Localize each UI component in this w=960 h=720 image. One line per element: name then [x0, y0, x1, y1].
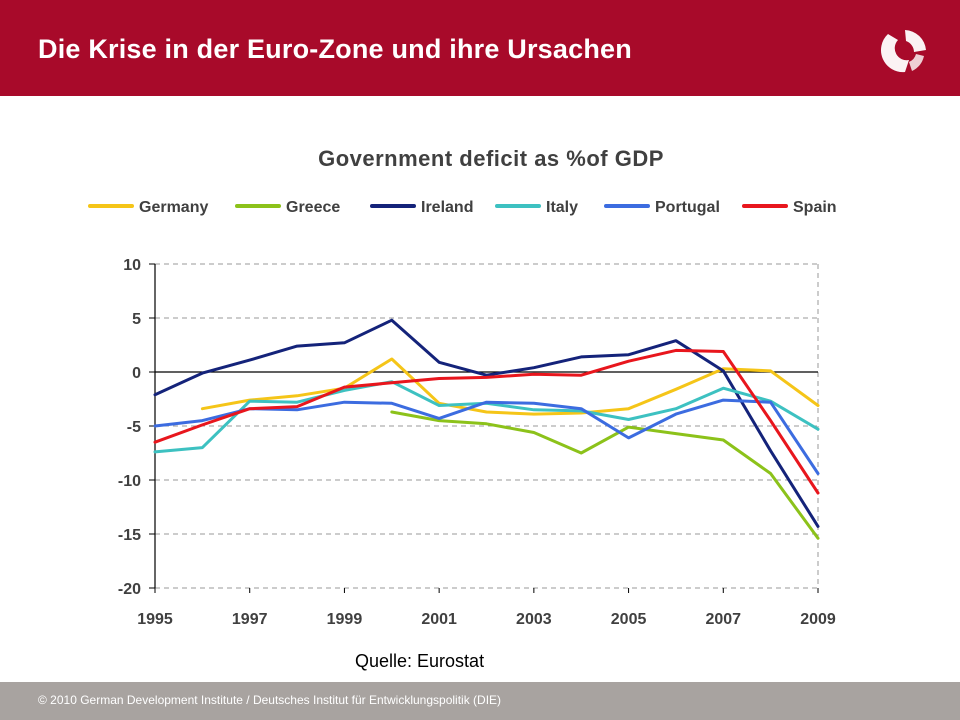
- x-tick-label: 2005: [611, 611, 647, 628]
- legend-label-spain: Spain: [793, 199, 837, 216]
- x-tick-label: 2003: [516, 611, 552, 628]
- slide-footer: © 2010 German Development Institute / De…: [0, 682, 960, 720]
- slide-header: Die Krise in der Euro-Zone und ihre Ursa…: [0, 0, 960, 96]
- grid-layer: [155, 263, 819, 589]
- source-note: Quelle: Eurostat: [355, 651, 485, 671]
- y-tick-label: 10: [123, 257, 141, 274]
- line-chart: 10 5 0 -5 -10 -15 -20 1995 1997 1999 2001 2003 2005 2…: [88, 199, 837, 628]
- legend-label-ireland: Ireland: [421, 199, 473, 216]
- legend-label-italy: Italy: [546, 199, 578, 216]
- y-tick-label: -10: [118, 473, 141, 490]
- chart-legend: Germany Greece Ireland Italy Portugal Spain: [88, 199, 837, 216]
- axis-layer: 10 5 0 -5 -10 -15 -20 1995 1997 1999 2001 2003 2005 2…: [118, 257, 836, 628]
- x-tick-label: 1995: [137, 611, 173, 628]
- chart-title: Government deficit as %of GDP: [318, 146, 664, 171]
- x-tick-label: 2001: [421, 611, 457, 628]
- series-line-ireland: [153, 318, 820, 528]
- legend-label-greece: Greece: [286, 199, 340, 216]
- y-tick-label: 0: [132, 365, 141, 382]
- series-line-spain: [153, 348, 820, 495]
- series-line-italy: [153, 380, 820, 454]
- footer-copyright: © 2010 German Development Institute / De…: [38, 693, 502, 707]
- x-tick-label: 1997: [232, 611, 268, 628]
- y-tick-label: -5: [127, 419, 141, 436]
- y-tick-label: -15: [118, 527, 141, 544]
- slide-title: Die Krise in der Euro-Zone und ihre Ursa…: [38, 34, 632, 64]
- series-line-germany: [200, 357, 820, 416]
- legend-label-germany: Germany: [139, 199, 208, 216]
- x-tick-label: 2009: [800, 611, 836, 628]
- series-line-greece: [390, 410, 820, 540]
- y-tick-label: -20: [118, 581, 141, 598]
- series-layer: [153, 318, 820, 540]
- x-tick-label: 1999: [327, 611, 363, 628]
- y-tick-label: 5: [132, 311, 141, 328]
- legend-label-portugal: Portugal: [655, 199, 720, 216]
- die-logo-icon: [881, 30, 926, 73]
- x-tick-label: 2007: [705, 611, 741, 628]
